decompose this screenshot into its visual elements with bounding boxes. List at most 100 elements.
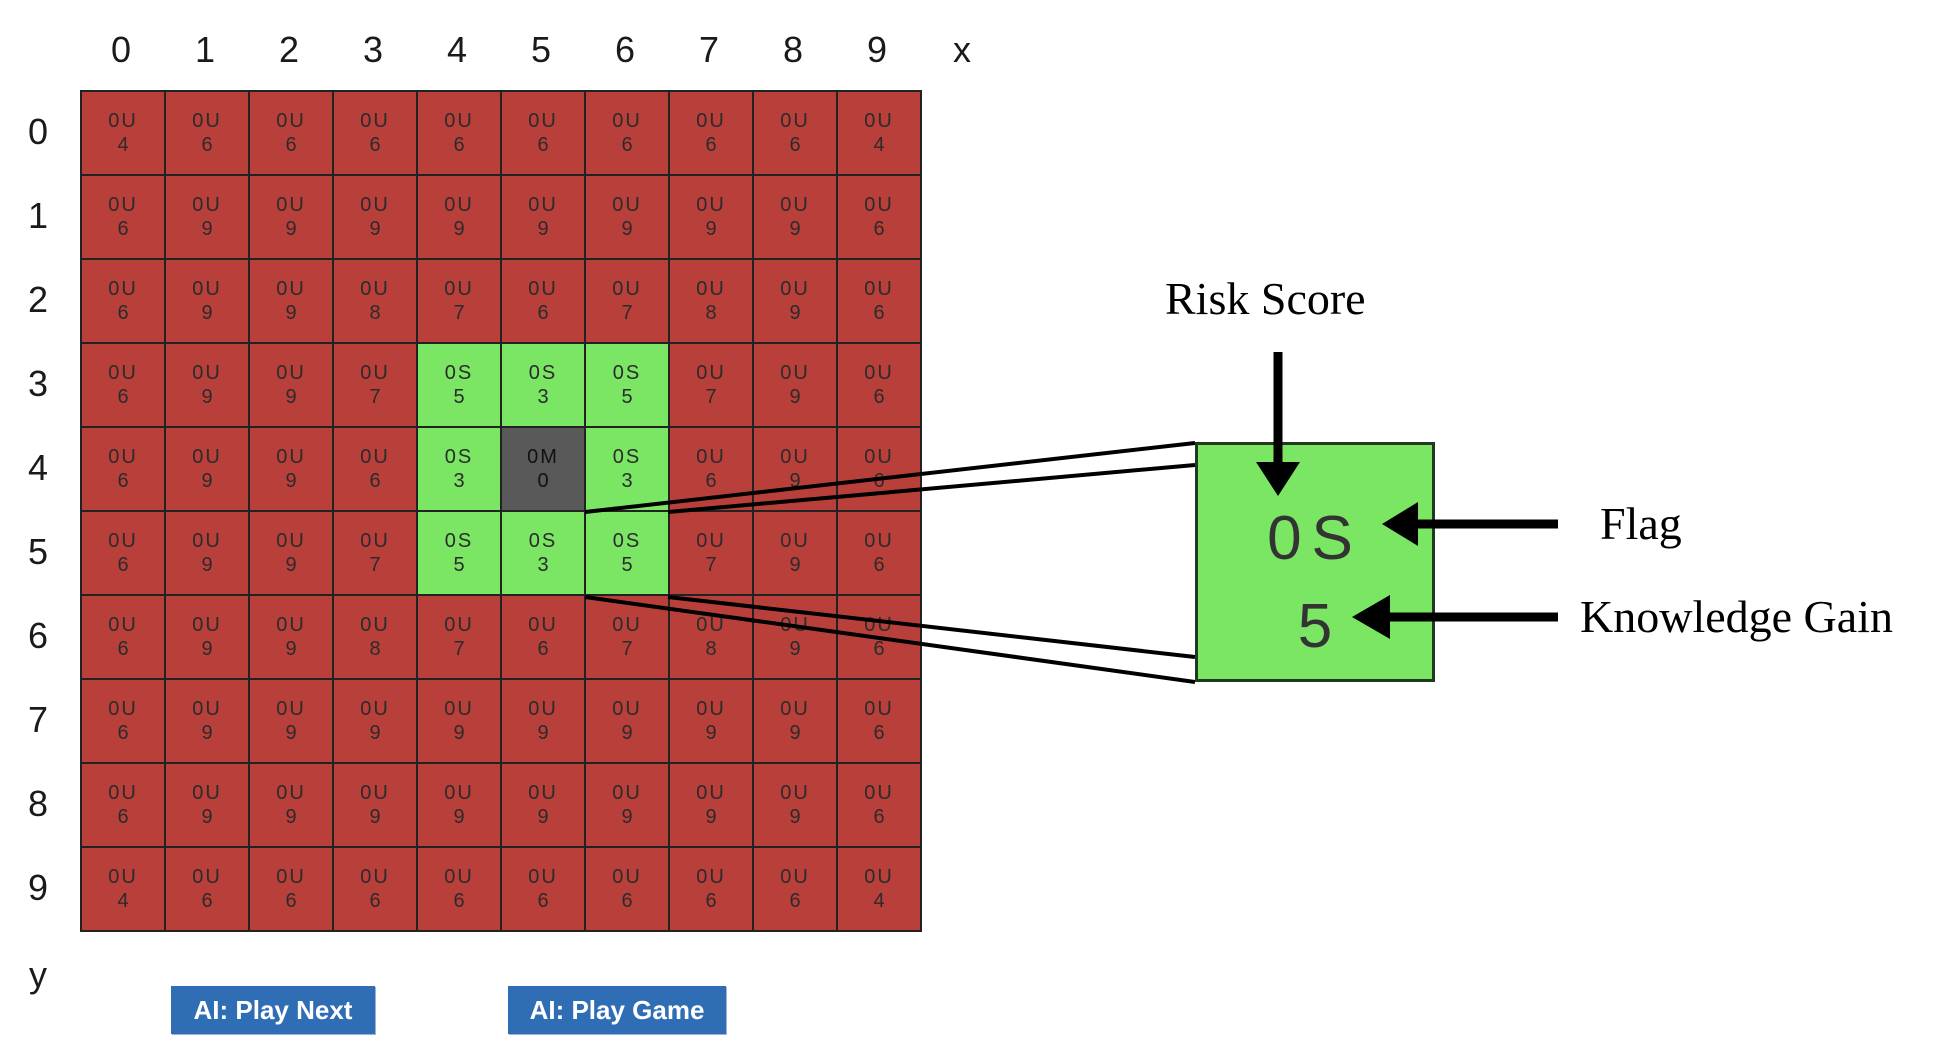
board-cell[interactable]: 0U 9 xyxy=(586,680,668,762)
board-cell[interactable]: 0U 6 xyxy=(502,260,584,342)
board-cell[interactable]: 0U 9 xyxy=(586,764,668,846)
board-cell[interactable]: 0U 4 xyxy=(838,92,920,174)
board-cell[interactable]: 0U 6 xyxy=(754,92,836,174)
board-cell[interactable]: 0S 5 xyxy=(418,512,500,594)
board-cell[interactable]: 0U 6 xyxy=(838,680,920,762)
board-cell[interactable]: 0U 9 xyxy=(166,512,248,594)
board-cell[interactable]: 0S 3 xyxy=(502,512,584,594)
board-cell[interactable]: 0U 9 xyxy=(418,680,500,762)
board-cell[interactable]: 0U 6 xyxy=(838,764,920,846)
board-cell[interactable]: 0U 9 xyxy=(754,260,836,342)
board-cell[interactable]: 0U 7 xyxy=(418,260,500,342)
play-next-button[interactable]: AI: Play Next xyxy=(171,986,375,1034)
board-cell[interactable]: 0U 4 xyxy=(82,92,164,174)
board-cell[interactable]: 0U 4 xyxy=(838,848,920,930)
board-cell[interactable]: 0U 6 xyxy=(502,596,584,678)
board-cell[interactable]: 0U 6 xyxy=(670,848,752,930)
board-cell[interactable]: 0U 6 xyxy=(586,848,668,930)
board-cell[interactable]: 0U 6 xyxy=(418,92,500,174)
board-cell[interactable]: 0U 9 xyxy=(166,680,248,762)
board-cell[interactable]: 0U 9 xyxy=(586,176,668,258)
board-cell[interactable]: 0U 9 xyxy=(166,344,248,426)
board-cell[interactable]: 0U 6 xyxy=(82,428,164,510)
board-cell[interactable]: 0U 9 xyxy=(754,428,836,510)
board-cell[interactable]: 0U 6 xyxy=(82,680,164,762)
board-cell[interactable]: 0U 9 xyxy=(670,680,752,762)
board-cell[interactable]: 0U 7 xyxy=(670,512,752,594)
board-cell[interactable]: 0U 9 xyxy=(754,344,836,426)
board-cell[interactable]: 0U 6 xyxy=(418,848,500,930)
board-cell[interactable]: 0U 6 xyxy=(838,512,920,594)
board-cell[interactable]: 0U 9 xyxy=(250,512,332,594)
board-cell[interactable]: 0U 6 xyxy=(838,344,920,426)
board-cell[interactable]: 0U 9 xyxy=(334,176,416,258)
board-cell[interactable]: 0U 9 xyxy=(670,764,752,846)
board-cell[interactable]: 0U 9 xyxy=(166,176,248,258)
board-cell[interactable]: 0U 6 xyxy=(754,848,836,930)
board-cell[interactable]: 0U 9 xyxy=(166,428,248,510)
board-cell[interactable]: 0U 9 xyxy=(250,344,332,426)
board-cell[interactable]: 0U 6 xyxy=(250,848,332,930)
board-cell[interactable]: 0U 9 xyxy=(250,680,332,762)
board-cell[interactable]: 0U 6 xyxy=(166,92,248,174)
board-cell[interactable]: 0U 6 xyxy=(670,428,752,510)
board-cell[interactable]: 0U 6 xyxy=(82,176,164,258)
board-cell[interactable]: 0U 6 xyxy=(82,512,164,594)
board-cell[interactable]: 0U 9 xyxy=(502,764,584,846)
board-cell[interactable]: 0S 5 xyxy=(586,344,668,426)
board-cell[interactable]: 0U 6 xyxy=(334,428,416,510)
board-cell[interactable]: 0U 6 xyxy=(82,260,164,342)
board-cell[interactable]: 0U 8 xyxy=(334,260,416,342)
board-cell[interactable]: 0U 7 xyxy=(586,596,668,678)
board-cell[interactable]: 0U 9 xyxy=(334,680,416,762)
board-cell[interactable]: 0U 9 xyxy=(754,680,836,762)
board-cell[interactable]: 0U 9 xyxy=(250,764,332,846)
board-cell[interactable]: 0U 6 xyxy=(838,596,920,678)
board-cell[interactable]: 0U 9 xyxy=(670,176,752,258)
board-cell[interactable]: 0U 8 xyxy=(670,596,752,678)
board-cell[interactable]: 0U 7 xyxy=(334,512,416,594)
board-cell[interactable]: 0U 6 xyxy=(334,848,416,930)
board-cell[interactable]: 0S 3 xyxy=(586,428,668,510)
board-cell[interactable]: 0U 9 xyxy=(502,680,584,762)
board-cell[interactable]: 0M 0 xyxy=(502,428,584,510)
play-game-button[interactable]: AI: Play Game xyxy=(508,986,726,1034)
board-cell[interactable]: 0S 5 xyxy=(586,512,668,594)
board-cell[interactable]: 0U 7 xyxy=(670,344,752,426)
board-cell[interactable]: 0U 6 xyxy=(82,596,164,678)
board-cell[interactable]: 0U 6 xyxy=(838,260,920,342)
board-cell[interactable]: 0U 9 xyxy=(166,596,248,678)
board-cell[interactable]: 0U 9 xyxy=(250,176,332,258)
board-cell[interactable]: 0U 9 xyxy=(250,428,332,510)
board-cell[interactable]: 0U 6 xyxy=(334,92,416,174)
board-cell[interactable]: 0U 9 xyxy=(166,764,248,846)
board-cell[interactable]: 0U 6 xyxy=(82,344,164,426)
board-cell[interactable]: 0U 9 xyxy=(334,764,416,846)
board-cell[interactable]: 0U 6 xyxy=(838,428,920,510)
board-cell[interactable]: 0U 9 xyxy=(166,260,248,342)
board-cell[interactable]: 0U 9 xyxy=(250,260,332,342)
board-cell[interactable]: 0U 9 xyxy=(418,764,500,846)
board-cell[interactable]: 0U 6 xyxy=(586,92,668,174)
board-cell[interactable]: 0U 7 xyxy=(334,344,416,426)
board-cell[interactable]: 0U 9 xyxy=(754,596,836,678)
board-cell[interactable]: 0U 9 xyxy=(502,176,584,258)
board-cell[interactable]: 0U 9 xyxy=(754,512,836,594)
board-cell[interactable]: 0U 6 xyxy=(670,92,752,174)
board-cell[interactable]: 0U 9 xyxy=(250,596,332,678)
board-cell[interactable]: 0U 7 xyxy=(586,260,668,342)
board-cell[interactable]: 0U 7 xyxy=(418,596,500,678)
board-cell[interactable]: 0U 8 xyxy=(670,260,752,342)
board-cell[interactable]: 0U 8 xyxy=(334,596,416,678)
board-cell[interactable]: 0U 9 xyxy=(754,176,836,258)
board-cell[interactable]: 0U 4 xyxy=(82,848,164,930)
board-cell[interactable]: 0U 6 xyxy=(502,92,584,174)
board-cell[interactable]: 0U 6 xyxy=(166,848,248,930)
board-cell[interactable]: 0S 3 xyxy=(418,428,500,510)
board-cell[interactable]: 0U 6 xyxy=(838,176,920,258)
board-cell[interactable]: 0U 9 xyxy=(418,176,500,258)
board-cell[interactable]: 0U 6 xyxy=(250,92,332,174)
board-cell[interactable]: 0S 5 xyxy=(418,344,500,426)
board-cell[interactable]: 0S 3 xyxy=(502,344,584,426)
board-cell[interactable]: 0U 6 xyxy=(82,764,164,846)
